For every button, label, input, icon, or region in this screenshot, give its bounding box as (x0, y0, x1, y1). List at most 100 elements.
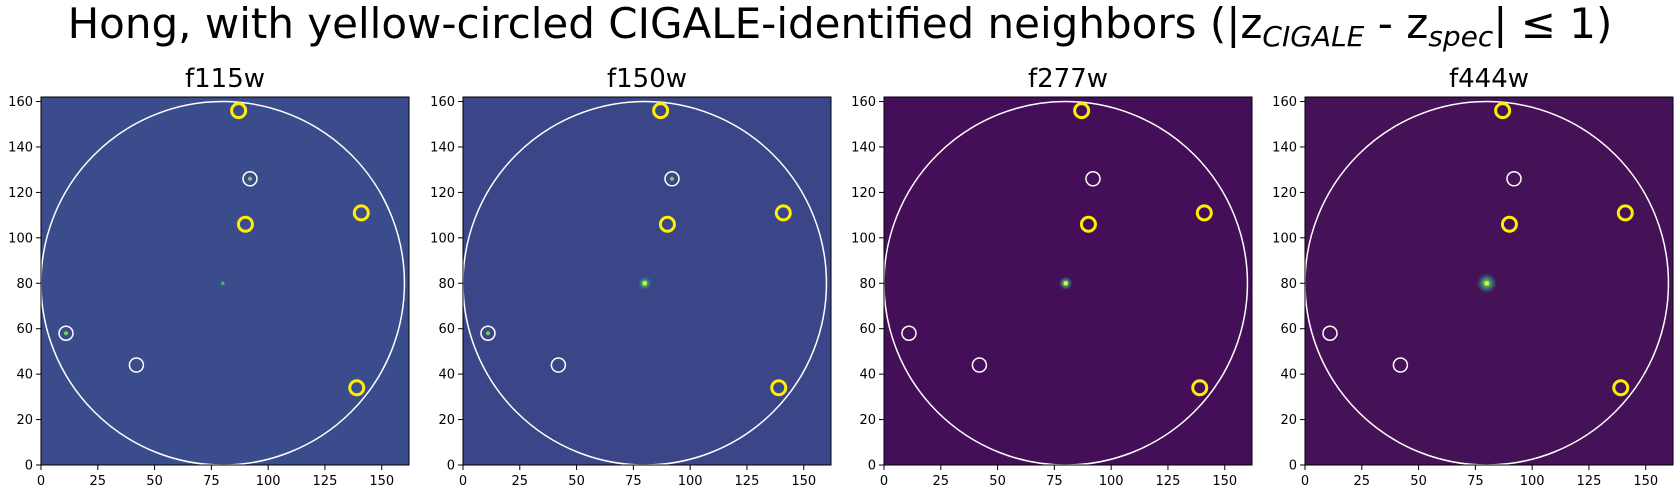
panel-f115w: f115w 0 25 50 75 100 125 150 0 20 40 60 80 100 120 140 1… (8, 64, 410, 489)
y-tick-label: 140 (8, 140, 33, 155)
x-tick-label: 0 (1301, 474, 1309, 489)
neighbor-yellow-circle (658, 215, 676, 233)
title-suffix: | ≤ 1) (1493, 0, 1613, 48)
x-tick-label: 150 (791, 474, 816, 489)
neighbor-yellow-circle (774, 204, 792, 222)
image-background (41, 97, 409, 465)
neighbor-yellow-circle (236, 215, 254, 233)
x-tick-label: 125 (313, 474, 338, 489)
neighbor-white-circle (901, 325, 917, 341)
neighbor-white-circle (1392, 357, 1409, 373)
x-tick-label: 125 (1156, 474, 1181, 489)
neighbor-white-circle (58, 325, 74, 341)
neighbor-source-dot (485, 331, 490, 336)
neighbor-source-dot (247, 176, 252, 181)
y-tick-label: 80 (16, 277, 33, 292)
neighbor-source-dot (669, 176, 674, 181)
y-tick-label: 0 (447, 459, 455, 474)
title-sub-spec: spec (1428, 20, 1494, 53)
search-radius-circle (1305, 100, 1670, 465)
central-source (219, 280, 226, 287)
image-area (41, 97, 409, 465)
x-tick-label: 0 (459, 474, 467, 489)
x-tick-label: 150 (369, 474, 394, 489)
y-tick-label: 40 (16, 368, 33, 383)
neighbor-white-circle (242, 171, 258, 187)
y-tick-label: 60 (438, 322, 455, 337)
y-tick-label: 40 (1280, 368, 1297, 383)
panel-frame (40, 96, 410, 466)
neighbor-yellow-circle (1079, 215, 1097, 233)
y-tick-label: 80 (438, 277, 455, 292)
y-tick-label: 160 (8, 95, 33, 110)
x-tick-label: 100 (256, 474, 281, 489)
y-tick-label: 100 (851, 231, 876, 246)
x-tick-label: 25 (90, 474, 107, 489)
y-tick-label: 0 (1289, 459, 1297, 474)
y-tick-label: 20 (438, 413, 455, 428)
x-tick-label: 75 (1046, 474, 1063, 489)
y-tick-label: 160 (430, 95, 455, 110)
x-tick-label: 50 (568, 474, 585, 489)
y-tick-label: 60 (16, 322, 33, 337)
x-tick-label: 125 (1577, 474, 1602, 489)
y-tick-label: 100 (1272, 231, 1297, 246)
title-prefix: Hong, with yellow-circled CIGALE-identif… (67, 0, 1263, 48)
search-radius-circle (463, 100, 828, 465)
neighbor-yellow-circle (770, 379, 788, 397)
x-tick-label: 25 (512, 474, 529, 489)
y-tick-label: 20 (859, 413, 876, 428)
neighbor-yellow-circle (1494, 102, 1512, 120)
y-tick-label: 120 (430, 186, 455, 201)
image-area (884, 97, 1252, 465)
neighbor-yellow-circle (1073, 102, 1091, 120)
x-tick-label: 150 (1633, 474, 1658, 489)
neighbor-white-circle (1322, 325, 1338, 341)
neighbor-yellow-circle (1616, 204, 1634, 222)
neighbor-white-circle (1506, 171, 1522, 187)
figure-title: Hong, with yellow-circled CIGALE-identif… (0, 0, 1680, 54)
x-tick-label: 150 (1212, 474, 1237, 489)
y-tick-label: 40 (859, 368, 876, 383)
x-tick-label: 50 (146, 474, 163, 489)
panel-f444w: f444w 0 25 50 75 100 125 150 0 20 40 60 80 100 120 140 1… (1272, 64, 1674, 489)
y-tick-label: 120 (851, 186, 876, 201)
x-tick-label: 50 (989, 474, 1006, 489)
panel-frame (462, 96, 832, 466)
x-tick-label: 100 (1520, 474, 1545, 489)
x-tick-label: 50 (1410, 474, 1427, 489)
y-tick-label: 20 (16, 413, 33, 428)
neighbor-white-circle (664, 171, 680, 187)
neighbor-yellow-circle (352, 204, 370, 222)
panel-f277w: f277w 0 25 50 75 100 125 150 0 20 40 60 80 100 120 140 1… (851, 64, 1253, 489)
search-radius-circle (884, 100, 1249, 465)
y-tick-label: 160 (1272, 95, 1297, 110)
y-tick-label: 0 (868, 459, 876, 474)
central-source-core (1484, 281, 1489, 286)
neighbor-white-circle (971, 357, 988, 373)
y-tick-label: 80 (859, 277, 876, 292)
y-tick-label: 80 (1280, 277, 1297, 292)
central-source-core (642, 281, 647, 286)
y-tick-label: 140 (430, 140, 455, 155)
neighbor-white-circle (550, 357, 567, 373)
y-tick-label: 140 (1272, 140, 1297, 155)
y-tick-label: 140 (851, 140, 876, 155)
title-sub-cigale: CIGALE (1262, 20, 1365, 53)
panel-title: f277w (1028, 64, 1108, 94)
y-tick-label: 100 (430, 231, 455, 246)
y-tick-label: 120 (1272, 186, 1297, 201)
x-tick-label: 100 (1099, 474, 1124, 489)
neighbor-white-circle (128, 357, 145, 373)
x-tick-label: 25 (933, 474, 950, 489)
panel-title: f444w (1449, 64, 1529, 94)
y-tick-label: 40 (438, 368, 455, 383)
x-tick-label: 100 (678, 474, 703, 489)
central-source-core (1063, 281, 1068, 286)
panel-title: f150w (607, 64, 687, 94)
neighbor-white-circle (480, 325, 496, 341)
neighbor-yellow-circle (1195, 204, 1213, 222)
x-tick-label: 0 (37, 474, 45, 489)
neighbor-yellow-circle (652, 102, 670, 120)
x-tick-label: 75 (1467, 474, 1484, 489)
